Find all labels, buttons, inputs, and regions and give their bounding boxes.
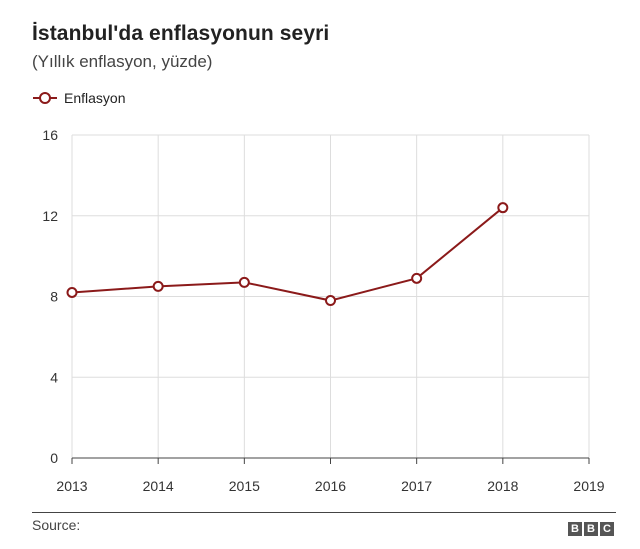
data-point — [325, 295, 336, 307]
bbc-logo-letter: C — [600, 522, 614, 536]
chart-subtitle: (Yıllık enflasyon, yüzde) — [32, 52, 213, 71]
footer-divider — [32, 512, 616, 513]
bbc-logo-letter: B — [584, 522, 598, 536]
x-tick-label: 2016 — [315, 478, 346, 494]
y-tick-label: 8 — [50, 289, 58, 305]
x-tick-label: 2019 — [573, 478, 604, 494]
data-point — [497, 202, 509, 214]
y-tick-label: 0 — [50, 450, 58, 466]
source-label: Source: — [32, 517, 81, 533]
x-tick-label: 2018 — [487, 478, 518, 494]
series-line — [71, 206, 504, 302]
legend: Enflasyon — [32, 90, 125, 106]
data-point — [152, 280, 164, 292]
bbc-logo-letter: B — [568, 522, 582, 536]
chart-title: İstanbul'da enflasyonun seyri — [32, 22, 330, 45]
legend-line-marker-icon — [33, 92, 57, 104]
bbc-logo: B B C — [568, 522, 614, 536]
y-tick-label: 12 — [42, 208, 58, 224]
x-tick-label: 2014 — [143, 478, 174, 494]
y-tick-label: 4 — [50, 369, 58, 385]
data-point — [238, 276, 250, 288]
data-point — [411, 272, 423, 284]
x-tick-label: 2017 — [401, 478, 432, 494]
legend-label: Enflasyon — [64, 90, 126, 106]
data-point — [66, 286, 78, 298]
x-tick-label: 2013 — [56, 478, 87, 494]
x-tick-label: 2015 — [229, 478, 260, 494]
y-tick-label: 16 — [42, 127, 58, 143]
